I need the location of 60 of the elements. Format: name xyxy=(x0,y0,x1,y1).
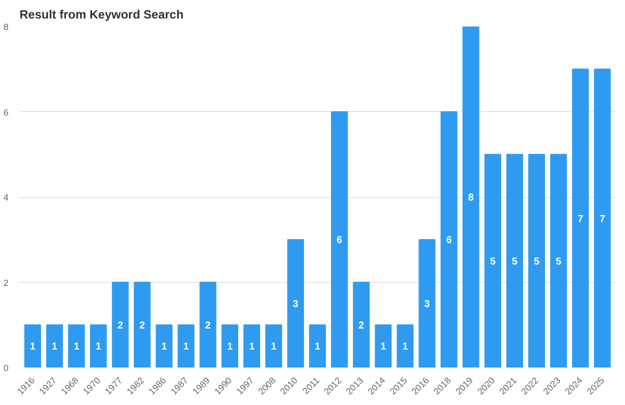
bar xyxy=(243,324,260,368)
bar xyxy=(440,111,458,368)
bar xyxy=(24,324,42,368)
data-label: 6 xyxy=(446,235,452,246)
data-label: 2 xyxy=(205,320,212,332)
data-label: 1 xyxy=(96,342,102,353)
bar xyxy=(550,154,567,368)
data-label: 8 xyxy=(468,192,474,204)
y-tick-label: 2 xyxy=(3,278,9,288)
data-label: 1 xyxy=(52,342,58,353)
bar xyxy=(528,154,546,368)
bar xyxy=(134,282,151,368)
data-label: 5 xyxy=(534,256,540,268)
y-tick-label: 0 xyxy=(3,363,9,373)
bar xyxy=(374,324,392,368)
bar xyxy=(418,239,436,368)
data-label: 2 xyxy=(139,320,146,332)
bar xyxy=(221,324,238,368)
data-label: 1 xyxy=(380,342,386,353)
data-label: 1 xyxy=(183,342,190,353)
bar xyxy=(156,324,173,368)
bar xyxy=(506,154,524,368)
bar xyxy=(572,68,589,368)
bar xyxy=(484,154,502,368)
data-label: 5 xyxy=(512,256,518,268)
data-label: 1 xyxy=(314,342,321,353)
data-label: 1 xyxy=(270,342,277,353)
data-label: 2 xyxy=(358,320,365,332)
chart-title: Result from Keyword Search xyxy=(20,8,184,22)
data-label: 1 xyxy=(74,342,80,353)
bar xyxy=(68,324,85,368)
bar xyxy=(352,282,370,368)
bar xyxy=(462,26,480,368)
data-label: 1 xyxy=(161,342,168,353)
data-label: 7 xyxy=(600,214,606,225)
data-label: 6 xyxy=(336,235,343,246)
data-label: 3 xyxy=(424,299,430,310)
data-label: 1 xyxy=(30,342,36,353)
bar xyxy=(331,111,348,368)
data-label: 5 xyxy=(556,256,562,268)
data-label: 1 xyxy=(227,342,234,353)
bar xyxy=(178,324,194,368)
bar xyxy=(90,324,107,368)
bar xyxy=(265,324,282,368)
data-label: 1 xyxy=(402,342,408,353)
bar xyxy=(594,68,611,368)
y-tick-label: 4 xyxy=(3,192,9,202)
data-label: 7 xyxy=(578,214,584,225)
y-tick-label: 8 xyxy=(3,22,9,32)
data-label: 1 xyxy=(248,342,255,353)
bar xyxy=(46,324,63,368)
data-label: 2 xyxy=(118,320,124,332)
y-tick-label: 6 xyxy=(3,107,9,118)
bar xyxy=(287,239,304,368)
bar xyxy=(309,324,326,368)
bar xyxy=(200,282,216,368)
data-label: 5 xyxy=(490,256,496,268)
bar xyxy=(396,324,414,368)
bar xyxy=(112,282,129,368)
data-label: 3 xyxy=(292,299,299,310)
